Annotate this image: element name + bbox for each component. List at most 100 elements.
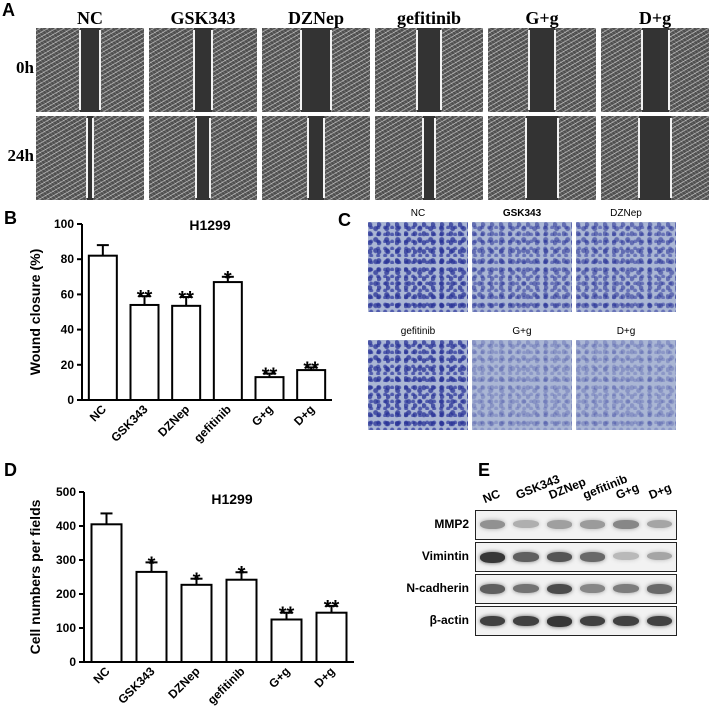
condition-label: NC [77, 8, 103, 28]
cell-layer [488, 116, 526, 200]
transwell-image: D+g [576, 326, 676, 430]
bar [270, 618, 303, 663]
wound-edge-line [528, 30, 531, 110]
condition-label: D+g [638, 8, 672, 28]
transwell-label: gefitinib [400, 326, 436, 337]
protein-band [646, 584, 672, 594]
blot-strip [475, 574, 677, 604]
cell-layer [36, 116, 87, 200]
protein-band [546, 616, 572, 627]
cell-layer [262, 116, 308, 200]
protein-band [513, 520, 539, 529]
condition-label: GSK343 [170, 8, 236, 28]
transwell-cells [576, 340, 676, 430]
transwell-label: DZNep [610, 208, 642, 219]
wound-edge-line [300, 30, 303, 110]
y-axis-label: Wound closure (%) [27, 249, 43, 376]
cell-layer [262, 28, 302, 112]
timepoint-label: 24h [7, 146, 34, 165]
protein-label: β-actin [429, 613, 469, 627]
protein-band [480, 552, 506, 563]
wound-image [488, 116, 596, 200]
significance-marker: ** [303, 358, 319, 380]
wound-image [601, 116, 709, 200]
protein-band [613, 552, 639, 560]
transwell-cells [472, 222, 572, 312]
transwell-cells [368, 222, 468, 312]
x-tick-label: NC [87, 402, 109, 424]
bar [129, 303, 160, 401]
cell-layer [375, 116, 423, 200]
bar [212, 281, 243, 401]
wound-edge-line [192, 30, 195, 110]
cell-layer [601, 28, 642, 112]
transwell-label: D+g [616, 326, 636, 337]
wound-image [36, 116, 144, 200]
y-tick-label: 500 [56, 485, 76, 499]
wound-image [149, 116, 257, 200]
protein-label: Vimintin [421, 549, 469, 563]
panel-label-e: E [478, 460, 491, 480]
cell-layer [212, 28, 257, 112]
panel-label-a: A [2, 0, 15, 20]
transwell-label: GSK343 [502, 208, 542, 219]
protein-band [546, 520, 572, 529]
wound-image [36, 28, 144, 112]
y-axis-label: Cell numbers per fields [27, 499, 43, 654]
protein-band [613, 616, 639, 627]
significance-marker: ** [279, 604, 295, 626]
transwell-cells [472, 340, 572, 430]
protein-band [546, 584, 572, 595]
protein-band [580, 584, 606, 593]
protein-band [613, 584, 639, 594]
wound-edge-line [557, 118, 560, 198]
x-tick-label: D+g [291, 402, 317, 428]
transwell-cells [576, 222, 676, 312]
x-tick-label: GSK343 [115, 664, 158, 707]
condition-label: DZNep [287, 8, 344, 28]
significance-marker: * [148, 553, 156, 575]
x-tick-label: D+g [311, 664, 337, 690]
condition-label: G+g [525, 8, 559, 28]
y-tick-label: 100 [56, 621, 76, 635]
cell-layer [149, 116, 196, 200]
bar [180, 583, 213, 663]
protein-band [513, 552, 539, 562]
bar [87, 254, 118, 402]
wound-edge-line [421, 118, 424, 198]
x-tick-label: DZNep [155, 402, 192, 439]
transwell-panel: NC GSK343 DZNep gefitinib G+g D+g [360, 208, 709, 460]
x-tick-label: NC [90, 664, 112, 686]
cell-layer [601, 116, 639, 200]
significance-marker: ** [262, 365, 278, 387]
wound-image [262, 28, 370, 112]
y-tick-label: 200 [56, 587, 76, 601]
wound-healing-panel: NC GSK343 DZNep gefitinib G+g D+g 0h 24h [0, 0, 709, 200]
protein-band [646, 520, 672, 529]
protein-band [613, 520, 639, 529]
wound-edge-line [98, 30, 101, 110]
panel-label-b: B [4, 208, 17, 228]
wound-edge-line [85, 118, 88, 198]
x-tick-label: DZNep [165, 664, 202, 701]
protein-label: MMP2 [434, 517, 469, 531]
cell-layer [558, 116, 596, 200]
bar [135, 570, 168, 663]
cell-layer [324, 116, 370, 200]
transwell-image: NC [368, 208, 468, 312]
transwell-image: DZNep [576, 208, 676, 312]
x-tick-label: GSK343 [108, 402, 151, 445]
y-tick-label: 80 [61, 252, 75, 266]
wound-edge-line [670, 118, 673, 198]
wound-edge-line [79, 30, 82, 110]
protein-band [513, 584, 539, 594]
cell-layer [488, 28, 530, 112]
bar [225, 578, 258, 663]
transwell-image: gefitinib [368, 326, 468, 430]
cell-layer [36, 28, 81, 112]
significance-marker: ** [137, 287, 153, 309]
western-blot-panel: NC GSK343 DZNep gefitinib G+g D+g MMP2 Vimintin… [400, 468, 709, 720]
cell-layer [210, 116, 257, 200]
panel-label-d: D [4, 460, 17, 480]
wound-edge-line [667, 30, 670, 110]
